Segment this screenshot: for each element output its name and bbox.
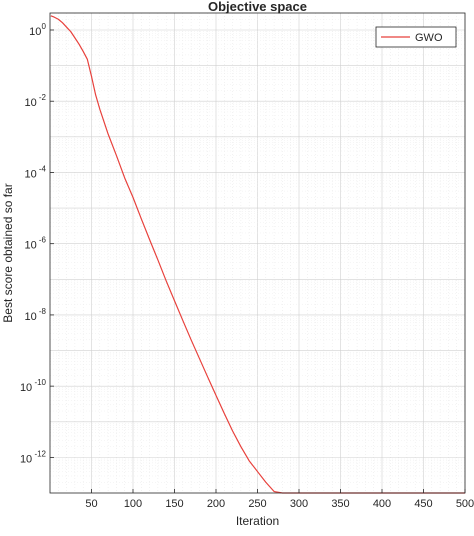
y-tick-exponent: -2 [39, 93, 47, 102]
x-tick-label: 300 [290, 498, 308, 510]
x-tick-label: 200 [207, 498, 225, 510]
x-tick-label: 150 [165, 498, 183, 510]
x-tick-label: 50 [85, 498, 97, 510]
y-tick-base: 10 [25, 168, 37, 180]
y-tick-exponent: -10 [34, 378, 46, 387]
x-tick-label: 250 [248, 498, 266, 510]
y-tick-exponent: -8 [39, 307, 47, 316]
y-tick-exponent: -12 [34, 449, 46, 458]
y-tick-base: 10 [20, 453, 32, 465]
x-tick-label: 450 [414, 498, 432, 510]
y-tick-base: 10 [20, 382, 32, 394]
y-axis-label: Best score obtained so far [1, 183, 15, 322]
y-tick-exponent: -4 [39, 164, 47, 173]
grid [50, 13, 466, 493]
y-tick-base: 10 [25, 240, 37, 252]
legend: GWO [375, 26, 457, 48]
y-tick-base: 10 [25, 311, 37, 323]
x-tick-label: 400 [373, 498, 391, 510]
chart-title: Objective space [208, 0, 307, 14]
x-tick-label: 100 [124, 498, 142, 510]
y-tick-base: 10 [25, 97, 37, 109]
x-axis-label: Iteration [236, 514, 279, 528]
legend-label-gwo: GWO [415, 32, 443, 44]
x-tick-label: 350 [331, 498, 349, 510]
x-tick-label: 500 [456, 498, 474, 510]
ticks: 50 100 150 200 250 300 350 400 450 500-1210-1010-… [20, 22, 474, 510]
legend-box [375, 26, 457, 48]
y-tick-exponent: -6 [39, 236, 47, 245]
y-tick-exponent: 0 [42, 22, 47, 31]
y-tick-base: 10 [29, 26, 41, 38]
